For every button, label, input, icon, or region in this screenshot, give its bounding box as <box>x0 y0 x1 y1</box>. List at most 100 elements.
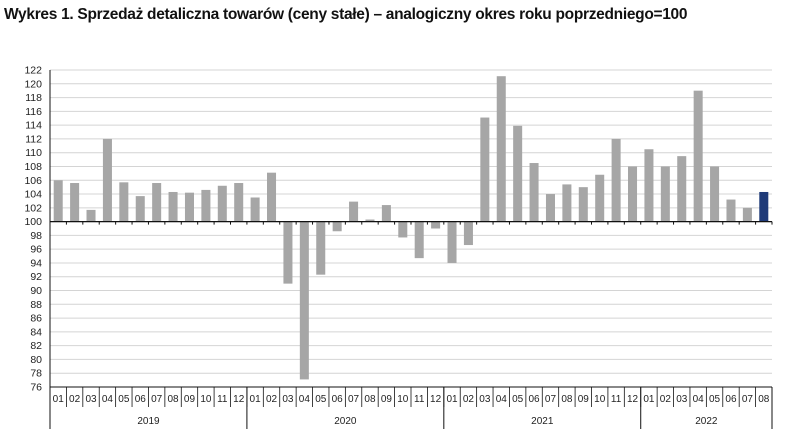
year-label: 2019 <box>137 416 160 427</box>
bar <box>201 189 211 222</box>
y-tick-label: 108 <box>24 161 42 173</box>
bar <box>628 166 638 222</box>
month-label: 06 <box>725 394 737 405</box>
bar <box>70 183 80 222</box>
bar <box>184 192 194 222</box>
bar <box>119 182 129 222</box>
month-label: 12 <box>233 394 245 405</box>
bar <box>349 201 359 222</box>
bar <box>168 191 178 222</box>
month-label: 01 <box>53 394 65 405</box>
month-label: 06 <box>332 394 344 405</box>
month-label: 05 <box>118 394 130 405</box>
y-tick-label: 122 <box>24 65 42 77</box>
y-tick-label: 104 <box>24 189 42 201</box>
bar <box>250 197 260 222</box>
month-label: 01 <box>446 394 458 405</box>
bar <box>578 187 588 222</box>
y-tick-label: 94 <box>30 257 42 269</box>
bar <box>135 196 145 222</box>
month-label: 04 <box>693 394 705 405</box>
y-tick-label: 80 <box>30 354 42 366</box>
y-tick-label: 88 <box>30 299 42 311</box>
bar <box>660 166 670 222</box>
month-label: 12 <box>430 394 442 405</box>
y-tick-label: 98 <box>30 230 42 242</box>
month-label: 07 <box>742 394 754 405</box>
bar <box>611 138 621 222</box>
bar <box>365 219 375 222</box>
y-tick-label: 120 <box>24 78 42 90</box>
month-label: 03 <box>282 394 294 405</box>
month-label: 05 <box>315 394 327 405</box>
bar <box>53 180 63 222</box>
y-tick-label: 112 <box>25 133 42 145</box>
y-tick-label: 90 <box>30 285 42 297</box>
month-label: 01 <box>250 394 262 405</box>
month-label: 04 <box>496 394 508 405</box>
bar <box>562 184 572 222</box>
bar <box>726 199 736 222</box>
bar <box>545 194 555 222</box>
chart-title: Wykres 1. Sprzedaż detaliczna towarów (c… <box>4 6 688 23</box>
bar <box>267 172 277 222</box>
bar <box>480 117 490 222</box>
y-tick-label: 100 <box>24 216 42 228</box>
month-label: 04 <box>102 394 114 405</box>
bar <box>742 207 752 222</box>
bar <box>693 90 703 222</box>
bar <box>102 138 112 222</box>
bar <box>644 149 654 222</box>
month-label: 07 <box>348 394 360 405</box>
bar <box>217 185 227 222</box>
month-label: 02 <box>660 394 672 405</box>
month-label: 03 <box>479 394 491 405</box>
month-label: 11 <box>414 394 425 405</box>
year-label: 2021 <box>531 416 554 427</box>
month-label: 06 <box>529 394 541 405</box>
month-label: 08 <box>758 394 770 405</box>
month-label: 10 <box>594 394 606 405</box>
y-tick-label: 86 <box>30 313 42 325</box>
year-label: 2020 <box>334 416 357 427</box>
month-label: 06 <box>135 394 147 405</box>
month-label: 03 <box>85 394 97 405</box>
bar <box>513 125 523 222</box>
y-tick-label: 114 <box>25 120 42 132</box>
month-label: 09 <box>578 394 590 405</box>
month-label: 12 <box>627 394 639 405</box>
bar <box>414 221 424 259</box>
month-label: 07 <box>545 394 557 405</box>
bar <box>398 221 408 238</box>
y-tick-label: 116 <box>25 106 42 118</box>
bar <box>677 156 687 222</box>
month-label: 02 <box>69 394 81 405</box>
bar <box>529 163 539 222</box>
y-tick-label: 106 <box>24 175 42 187</box>
bar <box>595 174 605 222</box>
bar <box>86 209 96 222</box>
month-label: 05 <box>709 394 721 405</box>
month-label: 09 <box>381 394 393 405</box>
month-label: 03 <box>676 394 688 405</box>
month-label: 08 <box>561 394 573 405</box>
y-tick-label: 102 <box>24 202 42 214</box>
month-label: 07 <box>151 394 163 405</box>
y-tick-label: 82 <box>30 340 42 352</box>
bar <box>234 183 244 222</box>
bar <box>152 183 162 222</box>
bar <box>463 221 473 246</box>
month-label: 11 <box>611 394 622 405</box>
month-label: 09 <box>184 394 196 405</box>
y-tick-label: 110 <box>25 147 42 159</box>
month-label: 08 <box>364 394 376 405</box>
bar <box>431 221 441 229</box>
y-tick-label: 118 <box>25 92 42 104</box>
month-label: 10 <box>397 394 409 405</box>
y-tick-label: 84 <box>30 326 42 338</box>
bar <box>496 76 506 222</box>
month-label: 02 <box>266 394 278 405</box>
bar <box>447 221 457 263</box>
month-label: 10 <box>200 394 212 405</box>
bar <box>381 205 391 222</box>
